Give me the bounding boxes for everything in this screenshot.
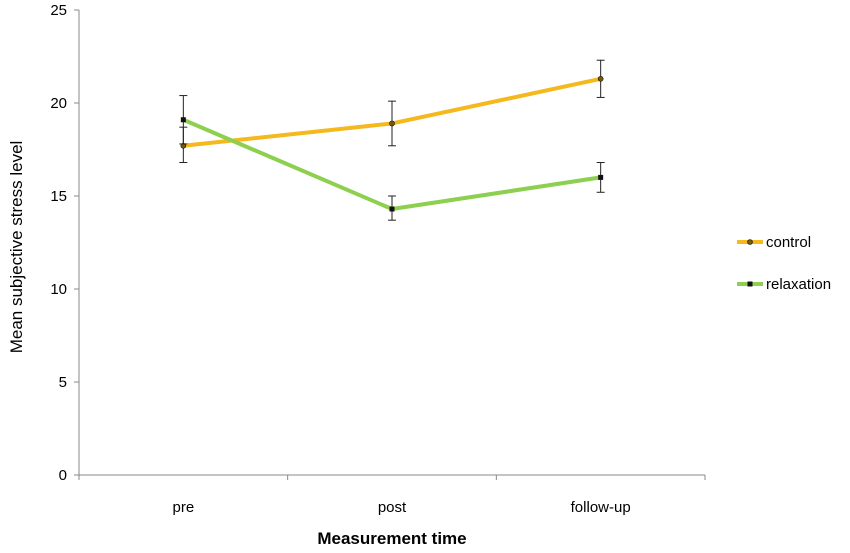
y-ticks: 0 5 10 15 20 25 [50, 2, 79, 484]
x-axis-title: Measurement time [317, 529, 466, 548]
x-tick-label: post [378, 499, 407, 516]
y-tick-label: 10 [50, 281, 67, 298]
series-relaxation [179, 95, 605, 221]
y-tick-label: 20 [50, 95, 67, 112]
data-point-control [597, 76, 604, 82]
plot-area: 0 5 10 15 20 25 pre post follow-up [50, 2, 706, 516]
legend-label-relaxation: relaxation [766, 276, 831, 293]
y-tick-label: 0 [59, 467, 67, 484]
legend-marker-control [747, 239, 753, 245]
data-point-control [389, 120, 395, 127]
legend-marker-relaxation [747, 281, 753, 287]
legend: control relaxation [737, 234, 831, 293]
series-layer [179, 59, 605, 221]
data-point-relaxation [389, 206, 395, 212]
y-tick-label: 5 [59, 374, 67, 391]
y-tick-label: 25 [50, 2, 67, 19]
legend-label-control: control [766, 234, 811, 251]
series-control [179, 59, 605, 164]
data-point-relaxation [598, 174, 604, 180]
legend-item-control: control [737, 234, 811, 251]
x-tick-label: pre [172, 499, 194, 516]
x-ticks: pre post follow-up [78, 475, 706, 516]
legend-item-relaxation: relaxation [737, 276, 831, 293]
y-axis-title: Mean subjective stress level [7, 141, 26, 354]
y-tick-label: 15 [50, 188, 67, 205]
x-tick-label: follow-up [571, 499, 631, 516]
data-point-relaxation [180, 117, 186, 123]
